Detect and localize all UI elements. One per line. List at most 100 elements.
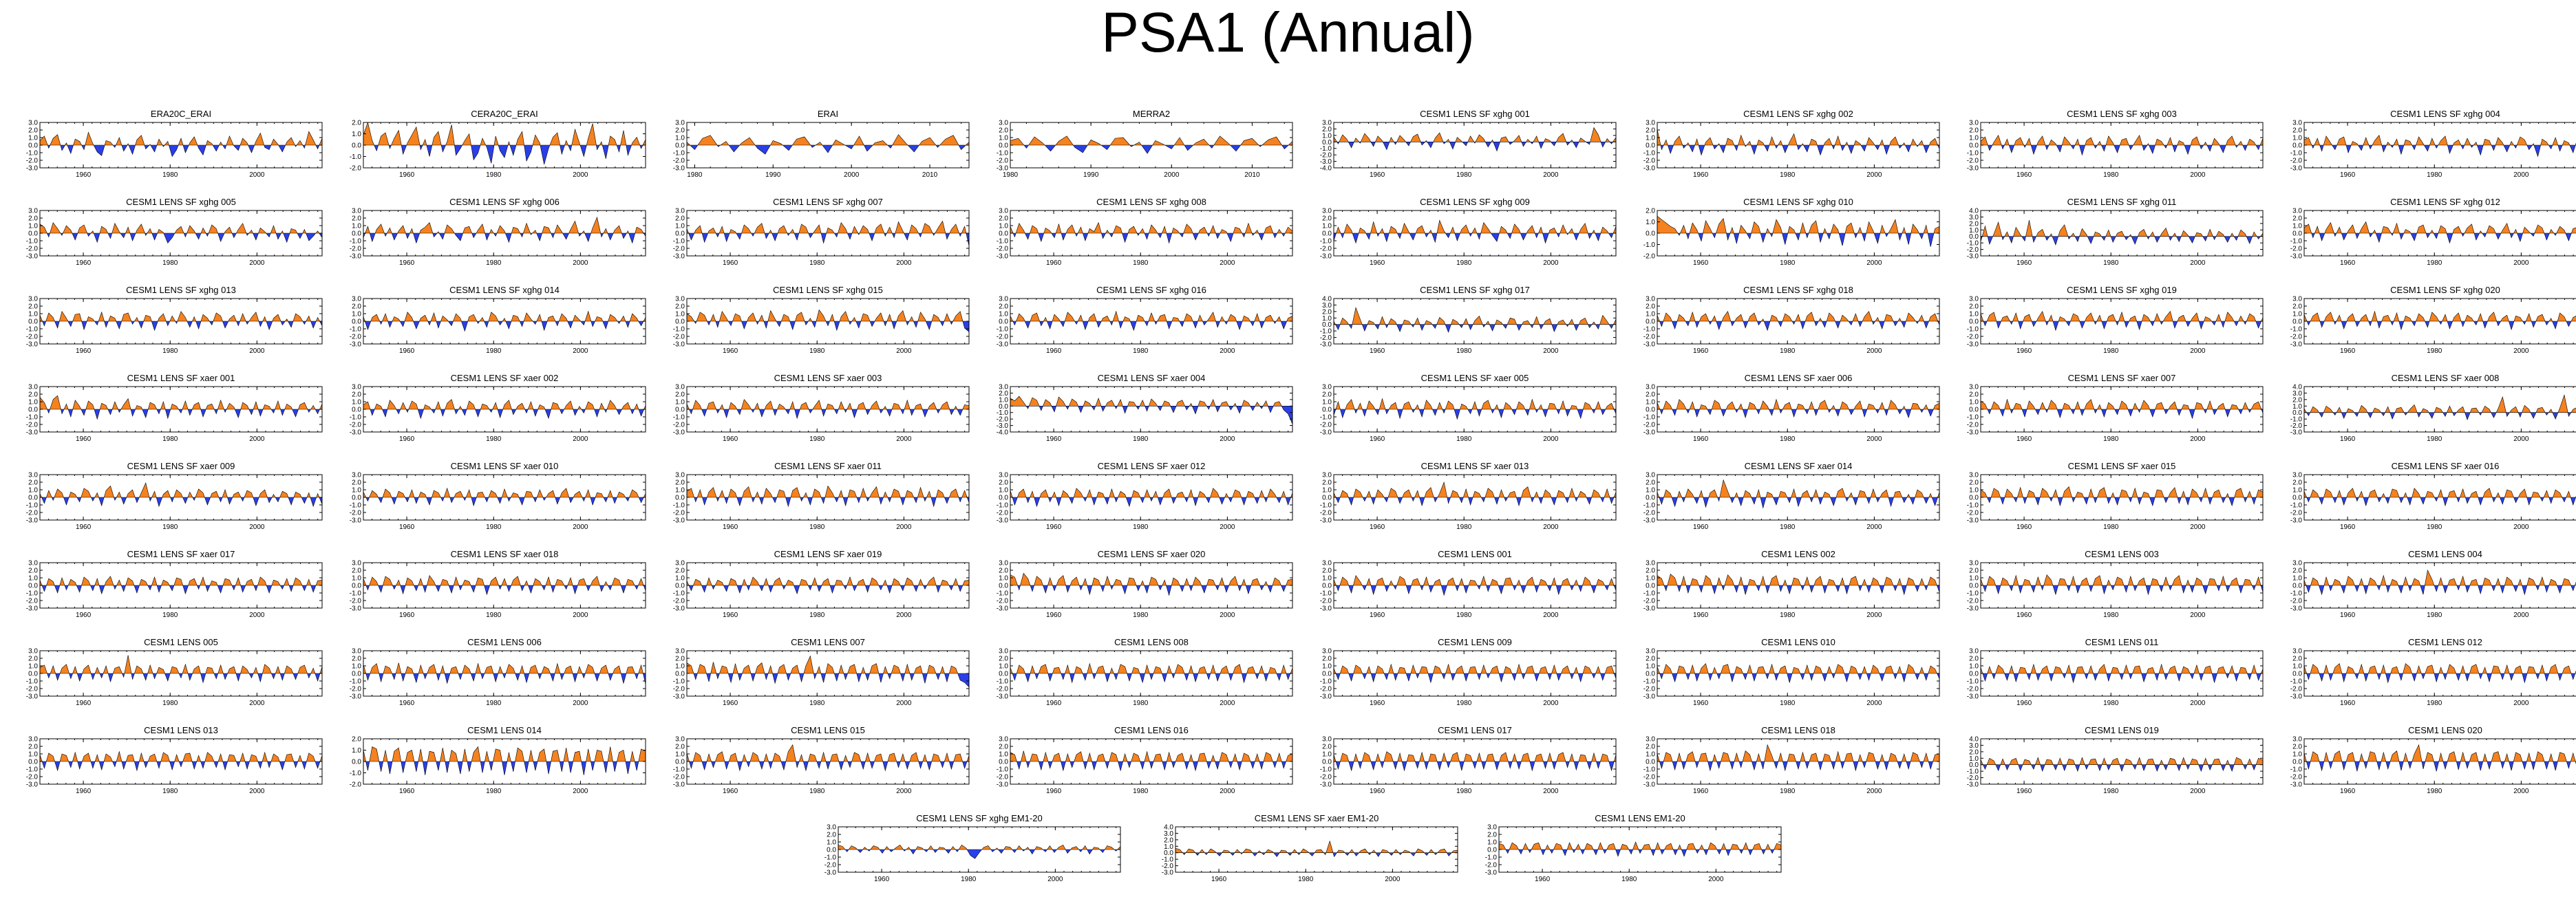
x-tick-label: 1960 <box>1370 523 1385 531</box>
positive-anomaly-area <box>1335 398 1615 409</box>
panel-title: CESM1 LENS SF xghg 015 <box>773 285 883 295</box>
x-tick-label: 1980 <box>2103 259 2119 267</box>
y-tick-label: 2.0 <box>675 567 685 575</box>
panel-title: CERA20C_ERAI <box>471 109 538 119</box>
chart-panel: CESM1 LENS SF xghg 018 3.0 2.0 1.0 0.0 -1.0 -2… <box>1631 285 1948 360</box>
panel-title: CESM1 LENS SF xaer 019 <box>774 549 882 559</box>
x-tick-label: 2000 <box>1866 171 1882 179</box>
x-tick-label: 1960 <box>399 347 415 355</box>
y-tick-label: -1.0 <box>1643 414 1656 422</box>
x-tick-label: 1980 <box>486 347 502 355</box>
chart-panel: CESM1 LENS SF xaer 018 3.0 2.0 1.0 0.0 -1.0 -2… <box>337 549 654 625</box>
panel-svg: CESM1 LENS SF xghg 008 3.02.01.00.0-1.0-2… <box>997 197 1293 267</box>
y-tick-label: 0.0 <box>1646 142 1655 150</box>
panel-svg: CESM1 LENS SF xghg 010 2.0 1.0 0.0 -1.0 -2.0 1… <box>1643 197 1940 267</box>
y-tick-label: -3.0 <box>26 605 39 613</box>
negative-anomaly-area <box>1983 585 2263 595</box>
y-tick-label: 2.0 <box>1969 391 1979 399</box>
panel-svg: CESM1 LENS SF xaer 018 3.02.01.00.0-1.0-2… <box>350 549 646 619</box>
y-tick-label: 1.0 <box>1322 487 1332 495</box>
y-tick-label: 3.0 <box>352 296 361 303</box>
x-tick-label: 1960 <box>723 347 738 355</box>
panel-svg: CESM1 LENS SF xaer 015 3.02.01.00.0-1.0-2… <box>1967 461 2264 531</box>
panel-title: CESM1 LENS SF xaer 009 <box>127 461 235 471</box>
negative-anomaly-area <box>41 497 323 507</box>
y-tick-label: -1.0 <box>1320 590 1332 598</box>
x-tick-label: 2000 <box>1866 435 1882 443</box>
y-tick-label: 0.0 <box>1646 318 1655 326</box>
positive-anomaly-area <box>2304 311 2576 321</box>
x-tick-label: 1960 <box>399 259 415 267</box>
panel-title: CESM1 LENS SF xaer 007 <box>2068 373 2176 383</box>
panel-svg: CESM1 LENS SF xaer 011 3.02.01.00.0-1.0-2… <box>673 461 970 531</box>
y-tick-label: 0.0 <box>28 142 38 150</box>
x-tick-label: 2000 <box>249 171 265 179</box>
y-tick-label: -1.0 <box>997 238 1009 246</box>
x-tick-label: 2000 <box>2190 347 2206 355</box>
chart-panel: CESM1 LENS SF xghg 009 3.0 2.0 1.0 0.0 -1.0 -2… <box>1308 197 1624 272</box>
y-tick-label: 2.0 <box>675 303 685 311</box>
y-tick-label: 0.0 <box>1322 230 1332 238</box>
y-tick-label: -3.0 <box>2290 429 2303 437</box>
y-tick-label: -2.0 <box>350 246 362 253</box>
y-tick-label: 0.0 <box>2292 142 2302 150</box>
y-tick-label: 1.0 <box>28 135 38 142</box>
negative-anomaly-area <box>1336 585 1616 596</box>
y-tick-label: 2.0 <box>999 303 1008 311</box>
panel-title: MERRA2 <box>1133 109 1170 119</box>
y-tick-label: -1.0 <box>997 326 1009 334</box>
y-tick-label: 0.0 <box>352 495 361 502</box>
panel-svg: CESM1 LENS SF xghg 018 3.02.01.00.0-1.0-2… <box>1643 285 1940 355</box>
x-tick-label: 1980 <box>2103 523 2119 531</box>
x-tick-label: 1980 <box>1780 347 1796 355</box>
positive-anomaly-area <box>363 399 646 409</box>
y-tick-label: -2.0 <box>997 158 1009 165</box>
y-tick-label: -2.0 <box>1967 246 1979 254</box>
y-tick-label: -3.0 <box>1643 341 1656 349</box>
y-tick-label: 3.0 <box>1646 120 1655 127</box>
series-line <box>39 310 323 332</box>
y-tick-label: -1.0 <box>997 409 1009 417</box>
x-tick-label: 1960 <box>2016 171 2032 179</box>
chart-panel: CESM1 LENS SF xghg 005 3.0 2.0 1.0 0.0 -1.0 -2… <box>14 197 330 272</box>
negative-anomaly-area <box>1983 321 2261 331</box>
panel-svg: CESM1 LENS SF xghg 017 4.03.02.01.00.0-1.… <box>1320 285 1617 355</box>
y-tick-label: 2.0 <box>352 391 361 399</box>
x-tick-label: 1960 <box>1693 259 1709 267</box>
x-tick-label: 1960 <box>2016 435 2032 443</box>
y-tick-label: -2.0 <box>1967 422 1979 429</box>
y-tick-label: -2.0 <box>26 422 39 429</box>
y-tick-label: -2.0 <box>26 598 39 605</box>
panel-title: CESM1 LENS SF xaer 008 <box>2392 373 2500 383</box>
panel-title: CESM1 LENS SF xghg 020 <box>2390 285 2500 295</box>
y-tick-label: -2.0 <box>997 334 1009 341</box>
chart-panel: CESM1 LENS SF xaer 015 3.0 2.0 1.0 0.0 -1.0 -2… <box>1955 461 2271 537</box>
y-tick-label: -1.0 <box>1643 590 1656 598</box>
negative-anomaly-area <box>365 585 646 595</box>
series-line <box>1333 127 1617 152</box>
y-tick-label: 1.0 <box>28 663 38 671</box>
positive-anomaly-area <box>1336 220 1616 233</box>
plot-frame <box>2303 386 2576 433</box>
series-line <box>2303 310 2576 331</box>
x-tick-label: 1980 <box>2427 435 2442 443</box>
y-tick-label: -3.0 <box>997 422 1009 430</box>
y-tick-label: 1.0 <box>1646 311 1655 318</box>
y-tick-label: -1.0 <box>1967 150 1979 158</box>
y-tick-label: 3.0 <box>999 560 1008 567</box>
y-tick-label: -3.0 <box>997 605 1009 613</box>
x-tick-label: 1980 <box>486 612 502 619</box>
panel-svg: CESM1 LENS 002 3.02.01.00.0-1.0-2.0-3.0 19… <box>1643 549 1940 619</box>
series-line <box>1657 216 1940 247</box>
panel-title: CESM1 LENS SF xaer 011 <box>774 461 882 471</box>
x-tick-label: 2000 <box>1220 523 1235 531</box>
y-tick-label: 3.0 <box>2292 560 2302 567</box>
y-tick-label: 1.0 <box>1322 575 1332 583</box>
y-tick-label: 2.0 <box>1322 391 1332 399</box>
series-line <box>39 395 323 420</box>
y-tick-label: 0.0 <box>28 495 38 502</box>
x-tick-label: 1960 <box>76 435 92 443</box>
positive-anomaly-area <box>687 134 969 145</box>
